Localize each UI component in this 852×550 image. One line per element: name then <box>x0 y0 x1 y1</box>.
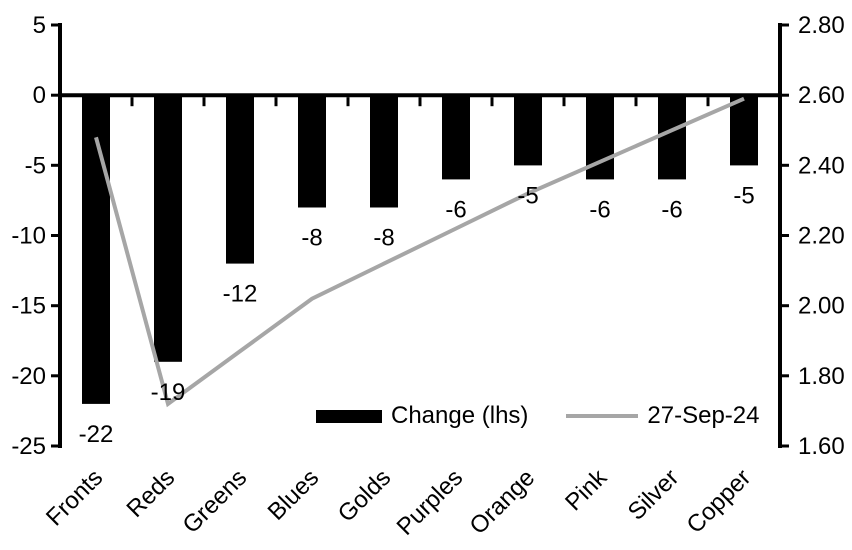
left-axis-tick-label: -10 <box>11 223 46 250</box>
category-label: Copper <box>681 464 756 539</box>
right-axis-tick-label: 2.80 <box>798 12 845 39</box>
plot-bar <box>658 95 686 180</box>
plot-bar <box>514 95 542 166</box>
plot-bar <box>730 95 758 166</box>
left-axis-tick-label: -15 <box>11 293 46 320</box>
plot-bar <box>154 95 182 362</box>
legend-line-label: 27-Sep-24 <box>647 402 760 429</box>
bar-value-label: -6 <box>661 196 682 223</box>
legend-bar-swatch <box>316 409 382 423</box>
legend-line-swatch <box>566 414 639 418</box>
trend-line <box>94 96 745 408</box>
bar-value-label: -6 <box>445 196 466 223</box>
bar-value-label: -5 <box>517 182 538 209</box>
category-label: Orange <box>465 464 541 540</box>
category-label: Silver <box>623 464 685 526</box>
right-axis-tick-label: 1.60 <box>798 433 845 460</box>
bar-value-label: -6 <box>589 196 610 223</box>
category-label: Blues <box>263 464 325 526</box>
category-label: Golds <box>333 464 396 527</box>
right-axis-tick-label: 2.20 <box>798 223 845 250</box>
left-axis-tick-label: -20 <box>11 363 46 390</box>
plot-bar <box>226 95 254 264</box>
plot-bar <box>82 95 110 404</box>
bar-value-label: -8 <box>373 224 394 251</box>
plot-bar <box>298 95 326 208</box>
category-label: Reds <box>122 464 181 523</box>
right-axis-tick-label: 2.00 <box>798 293 845 320</box>
legend: Change (lhs) 27-Sep-24 <box>316 402 759 430</box>
plot-bar <box>370 95 398 208</box>
bar-value-label: -19 <box>151 379 186 406</box>
bar-value-label: -5 <box>733 182 754 209</box>
right-axis-tick-label: 2.40 <box>798 152 845 179</box>
category-label: Pink <box>560 463 613 516</box>
bar-value-label: -8 <box>301 224 322 251</box>
right-axis-tick-label: 2.60 <box>798 82 845 109</box>
category-label: Fronts <box>41 464 108 531</box>
category-label: Purples <box>392 464 469 541</box>
plot-bar <box>442 95 470 180</box>
left-axis-tick-label: -25 <box>11 433 46 460</box>
bar-value-label: -22 <box>79 421 114 448</box>
bar-value-label: -12 <box>223 281 258 308</box>
right-axis-tick-label: 1.80 <box>798 363 845 390</box>
category-label: Greens <box>177 464 252 539</box>
left-axis-tick-label: 0 <box>33 82 46 109</box>
legend-bar-label: Change (lhs) <box>391 402 529 429</box>
left-axis-tick-label: -5 <box>25 152 46 179</box>
left-axis-tick-label: 5 <box>33 12 46 39</box>
